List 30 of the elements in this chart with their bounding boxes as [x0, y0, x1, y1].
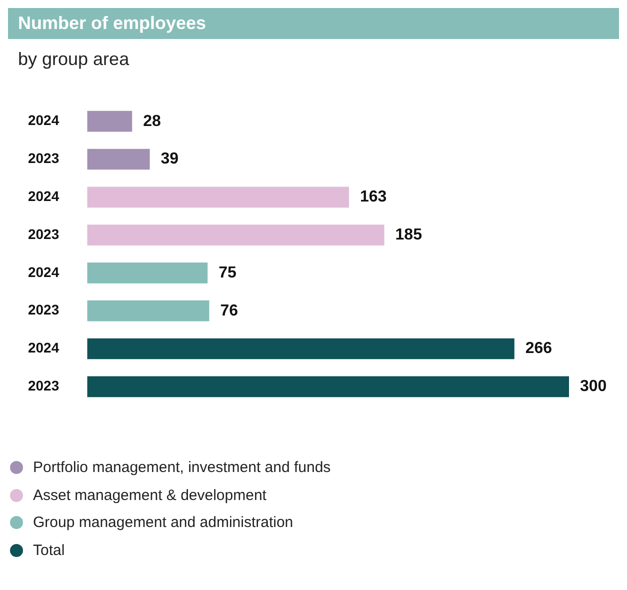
legend-label: Portfolio management, investment and funds — [33, 459, 331, 476]
data-label: 163 — [360, 188, 387, 206]
y-tick-label: 2023 — [28, 226, 60, 242]
data-label: 76 — [220, 302, 238, 320]
data-label: 28 — [143, 112, 162, 130]
bar — [87, 110, 132, 132]
data-label: 75 — [218, 264, 237, 282]
bar — [87, 224, 384, 246]
chart-title: Number of employees — [8, 8, 619, 39]
y-tick-label: 2024 — [28, 340, 60, 356]
legend-label: Group management and administration — [33, 514, 294, 532]
bar — [87, 262, 208, 284]
bar — [87, 300, 210, 322]
bar — [87, 148, 150, 170]
data-label: 185 — [395, 226, 422, 244]
legend-label: Asset management & development — [33, 486, 266, 504]
y-tick-label: 2023 — [28, 150, 60, 166]
y-tick-label: 2024 — [28, 112, 60, 128]
data-label: 266 — [525, 340, 552, 358]
bar — [87, 186, 349, 208]
data-label: 300 — [580, 378, 607, 396]
bar — [87, 376, 569, 398]
chart-subtitle: by group area — [17, 48, 130, 71]
y-tick-label: 2024 — [28, 188, 60, 204]
legend-label: Total — [33, 542, 65, 559]
y-tick-label: 2023 — [28, 378, 60, 394]
y-tick-label: 2023 — [28, 302, 60, 318]
data-label: 39 — [160, 150, 179, 168]
bar — [87, 338, 514, 360]
y-tick-label: 2024 — [28, 264, 60, 280]
